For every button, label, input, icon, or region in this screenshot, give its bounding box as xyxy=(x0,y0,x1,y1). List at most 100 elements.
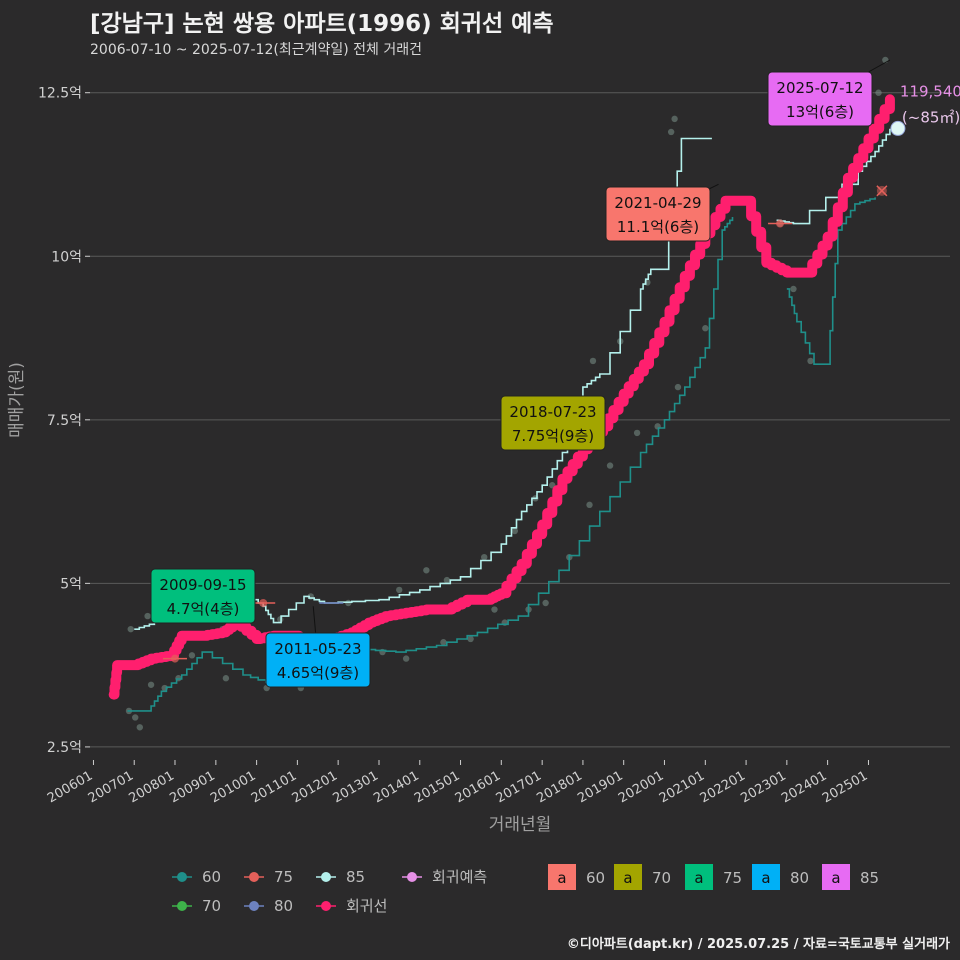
scatter-point xyxy=(222,675,230,682)
scatter-point xyxy=(586,501,593,509)
x-tick-label: 201401 xyxy=(371,768,421,806)
x-tick-label: 200701 xyxy=(86,768,136,806)
x-tick-label: 202301 xyxy=(738,768,788,806)
legend-key-glyph: a xyxy=(694,869,703,887)
x-tick-label: 202401 xyxy=(779,768,829,806)
scatter-point xyxy=(440,639,447,646)
scatter-point xyxy=(147,681,155,688)
forecast-value-label: 119,540 xyxy=(900,82,960,100)
x-tick-label: 201501 xyxy=(412,768,462,806)
y-tick-label: 7.5억 xyxy=(47,413,82,429)
legend-label: 80 xyxy=(790,869,809,887)
series-75-point xyxy=(259,598,268,607)
scatter-point xyxy=(671,115,678,123)
y-tick-label: 12.5억 xyxy=(38,86,82,102)
scatter-point xyxy=(467,635,474,643)
y-axis-label: 매매가(원) xyxy=(7,362,27,438)
scatter-point xyxy=(443,576,451,584)
legend-key-glyph: a xyxy=(623,869,632,887)
legend-key-dot xyxy=(249,872,259,882)
annotation-layer: 2009-09-15 4.7억(4층) 2011-05-23 4.65억(9층) 201… xyxy=(150,59,891,688)
x-tick-label: 201901 xyxy=(575,768,625,806)
legend-key-box xyxy=(685,864,713,890)
x-tick-label: 202001 xyxy=(616,768,666,806)
scatter-point xyxy=(633,429,641,437)
scatter-point xyxy=(790,285,797,293)
legend-label: 60 xyxy=(202,868,221,886)
annotation-box xyxy=(767,71,873,127)
scatter-point xyxy=(402,655,410,662)
legend-label: 회귀선 xyxy=(346,897,387,915)
chart-subtitle: 2006-07-10 ~ 2025-07-12(최근계약일) 전체 거래건 xyxy=(90,42,422,58)
annotation-box xyxy=(500,395,606,451)
annotation-date: 2018-07-23 xyxy=(509,403,596,421)
x-tick-label: 202501 xyxy=(820,768,870,806)
legend-key-glyph: a xyxy=(761,869,770,887)
scatter-point xyxy=(589,357,597,365)
annotation-box xyxy=(265,632,371,688)
legend-label: 85 xyxy=(860,869,879,887)
forecast-point xyxy=(890,120,906,136)
x-axis-label: 거래년월 xyxy=(489,815,552,835)
scatter-point xyxy=(127,625,134,633)
annotation-date: 2009-09-15 xyxy=(159,576,246,594)
scatter-point xyxy=(542,599,549,607)
scatter-point xyxy=(277,616,284,623)
legend-key-glyph: a xyxy=(557,869,566,887)
annotation-value: 13억(6층) xyxy=(786,103,854,121)
legend-key-box xyxy=(822,864,850,890)
legend-key-dot xyxy=(321,872,331,882)
legend-key-box xyxy=(752,864,780,890)
annotation-box xyxy=(605,186,711,242)
scatter-point xyxy=(188,652,196,659)
series-line-s60 xyxy=(127,217,734,712)
series-line-s60b xyxy=(786,197,876,365)
x-tick-label: 201201 xyxy=(290,768,340,806)
legend-label: 70 xyxy=(202,897,221,915)
x-tick-label: 201301 xyxy=(331,768,381,806)
legend-key-glyph: a xyxy=(831,869,840,887)
x-tick-label: 201101 xyxy=(249,768,299,806)
legend-key-box xyxy=(548,864,576,890)
x-tick-label: 201701 xyxy=(494,768,544,806)
regression-line xyxy=(108,94,895,700)
annotation-value: 4.7억(4층) xyxy=(167,600,240,618)
y-tick-label: 5억 xyxy=(60,576,82,592)
legend-label: 75 xyxy=(274,868,293,886)
series-75-point xyxy=(776,219,785,228)
legend-key-dot xyxy=(177,901,187,911)
legend-key-box xyxy=(614,864,642,890)
scatter-point xyxy=(606,462,614,469)
legend-key-dot xyxy=(249,901,259,911)
annotation-value: 4.65억(9층) xyxy=(277,664,359,682)
forecast-unit-label: (~85㎡) xyxy=(902,108,960,126)
annotation-box xyxy=(150,568,256,624)
annotation-date: 2021-04-29 xyxy=(614,194,701,212)
x-tick-label: 202101 xyxy=(657,768,707,806)
scatter-point xyxy=(144,612,151,620)
data-layer: 119,540 (~85㎡) xyxy=(108,56,960,731)
legend-label: 80 xyxy=(274,897,293,915)
y-tick-label: 2.5억 xyxy=(47,740,82,756)
x-tick-label: 201801 xyxy=(534,768,584,806)
y-tick-label: 10억 xyxy=(51,249,82,265)
scatter-point xyxy=(807,357,814,365)
series-75-point xyxy=(170,654,179,663)
x-tick-label: 200801 xyxy=(126,768,176,806)
scatter-point xyxy=(132,714,139,721)
series-75-cross xyxy=(876,185,888,197)
annotation-value: 7.75억(9층) xyxy=(512,427,594,445)
footer-credit: ©디아파트(dapt.kr) / 2025.07.25 / 자료=국토교통부 실… xyxy=(566,937,950,952)
legend-key-dot xyxy=(321,901,331,911)
legend-key-dot xyxy=(177,872,187,882)
x-tick-label: 201601 xyxy=(453,768,503,806)
legend-label: 75 xyxy=(723,869,742,887)
scatter-point xyxy=(875,89,882,96)
legend-key-dot xyxy=(407,872,417,882)
annotation-date: 2011-05-23 xyxy=(274,640,361,658)
scatter-point xyxy=(136,724,144,731)
scatter-point xyxy=(481,553,488,561)
x-tick-label: 200601 xyxy=(45,768,95,806)
scatter-point xyxy=(702,325,709,332)
legend-label: 85 xyxy=(346,868,365,886)
